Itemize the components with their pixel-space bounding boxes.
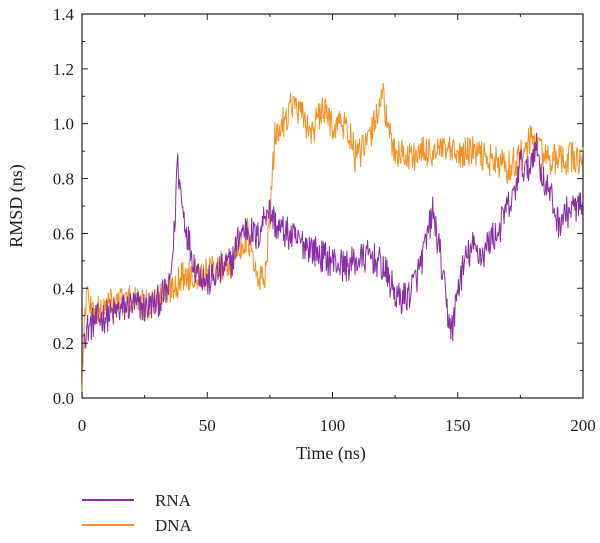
plot-frame [81, 13, 584, 399]
y-tick-label: 0.8 [53, 170, 74, 189]
x-tick-label: 50 [199, 416, 216, 435]
x-tick-label: 150 [445, 416, 471, 435]
legend-label-rna: RNA [155, 491, 192, 510]
x-tick-label: 0 [78, 416, 87, 435]
y-tick-label: 0.0 [53, 389, 74, 408]
x-axis-ticks: 0 50 100 150 200 [78, 14, 596, 435]
x-tick-label: 200 [570, 416, 596, 435]
y-axis-ticks: 0.0 0.2 0.4 0.6 0.8 1.0 1.2 1.4 [53, 5, 583, 408]
legend: RNA DNA [82, 491, 193, 535]
y-tick-label: 0.4 [53, 279, 75, 298]
y-tick-label: 1.0 [53, 115, 74, 134]
legend-label-dna: DNA [155, 516, 193, 535]
x-axis-title: Time (ns) [296, 443, 366, 464]
y-tick-label: 1.4 [53, 5, 75, 24]
y-axis-title: RMSD (ns) [6, 164, 27, 248]
series-layer [81, 82, 584, 393]
y-tick-label: 0.6 [53, 224, 74, 243]
plot-border [81, 13, 584, 399]
y-tick-label: 1.2 [53, 60, 74, 79]
x-tick-label: 100 [320, 416, 346, 435]
y-tick-label: 0.2 [53, 334, 74, 353]
series-line-dna [81, 82, 584, 393]
series-line-rna [81, 132, 584, 349]
